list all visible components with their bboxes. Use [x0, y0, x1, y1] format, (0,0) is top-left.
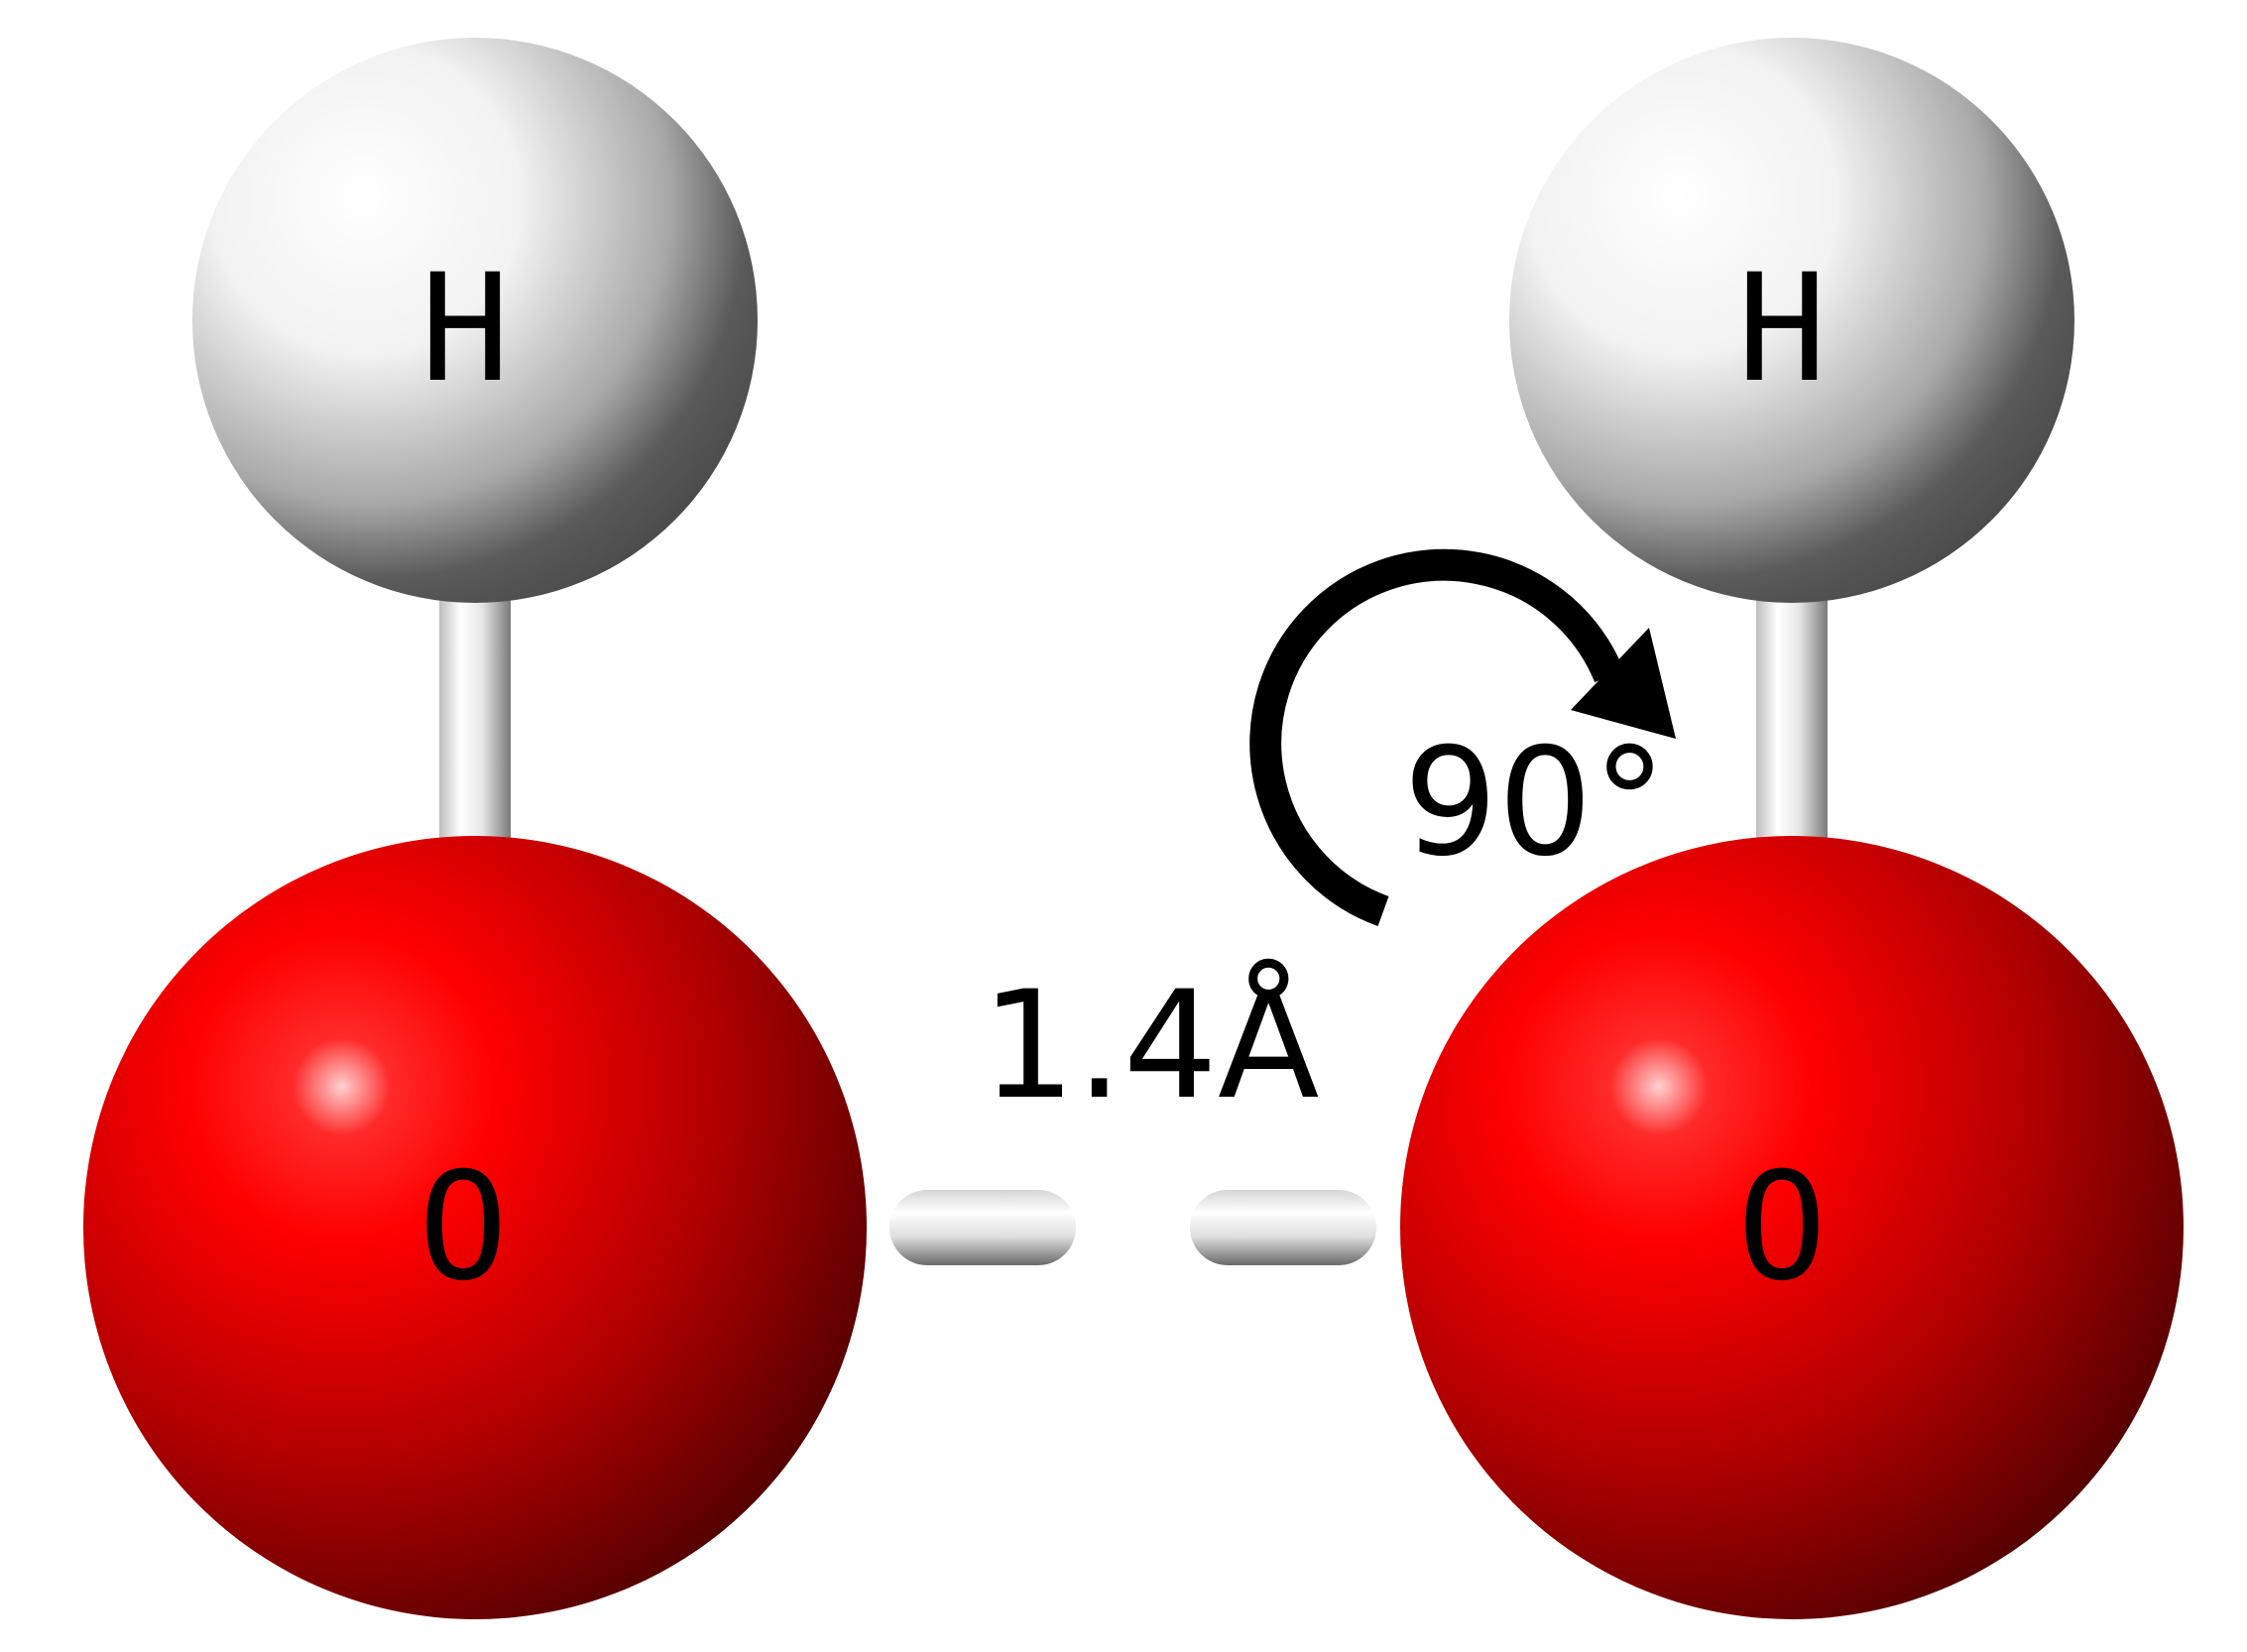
left-oxygen-label: O — [418, 1141, 508, 1314]
curved-arrow-clockwise-icon — [1249, 548, 1676, 927]
left-hydrogen-label: H — [420, 243, 510, 415]
right-oh-bond — [1756, 585, 1828, 863]
oxygen-oxygen-dashed-bond — [889, 1190, 1376, 1265]
left-oxygen-atom: O — [83, 836, 867, 1619]
bond-length-label: 1.4Å — [981, 959, 1319, 1132]
right-oxygen-label: O — [1737, 1141, 1827, 1314]
dashed-bond-segment-left — [889, 1190, 1076, 1265]
rotation-angle-label: 90° — [1403, 717, 1667, 889]
left-oh-bond — [439, 585, 511, 863]
right-hydrogen-label: H — [1737, 243, 1827, 415]
right-oxygen-atom: O — [1400, 836, 2184, 1619]
right-hydrogen-atom: H — [1509, 38, 2074, 603]
left-hydrogen-atom: H — [192, 38, 758, 603]
dashed-bond-segment-right — [1190, 1190, 1376, 1265]
